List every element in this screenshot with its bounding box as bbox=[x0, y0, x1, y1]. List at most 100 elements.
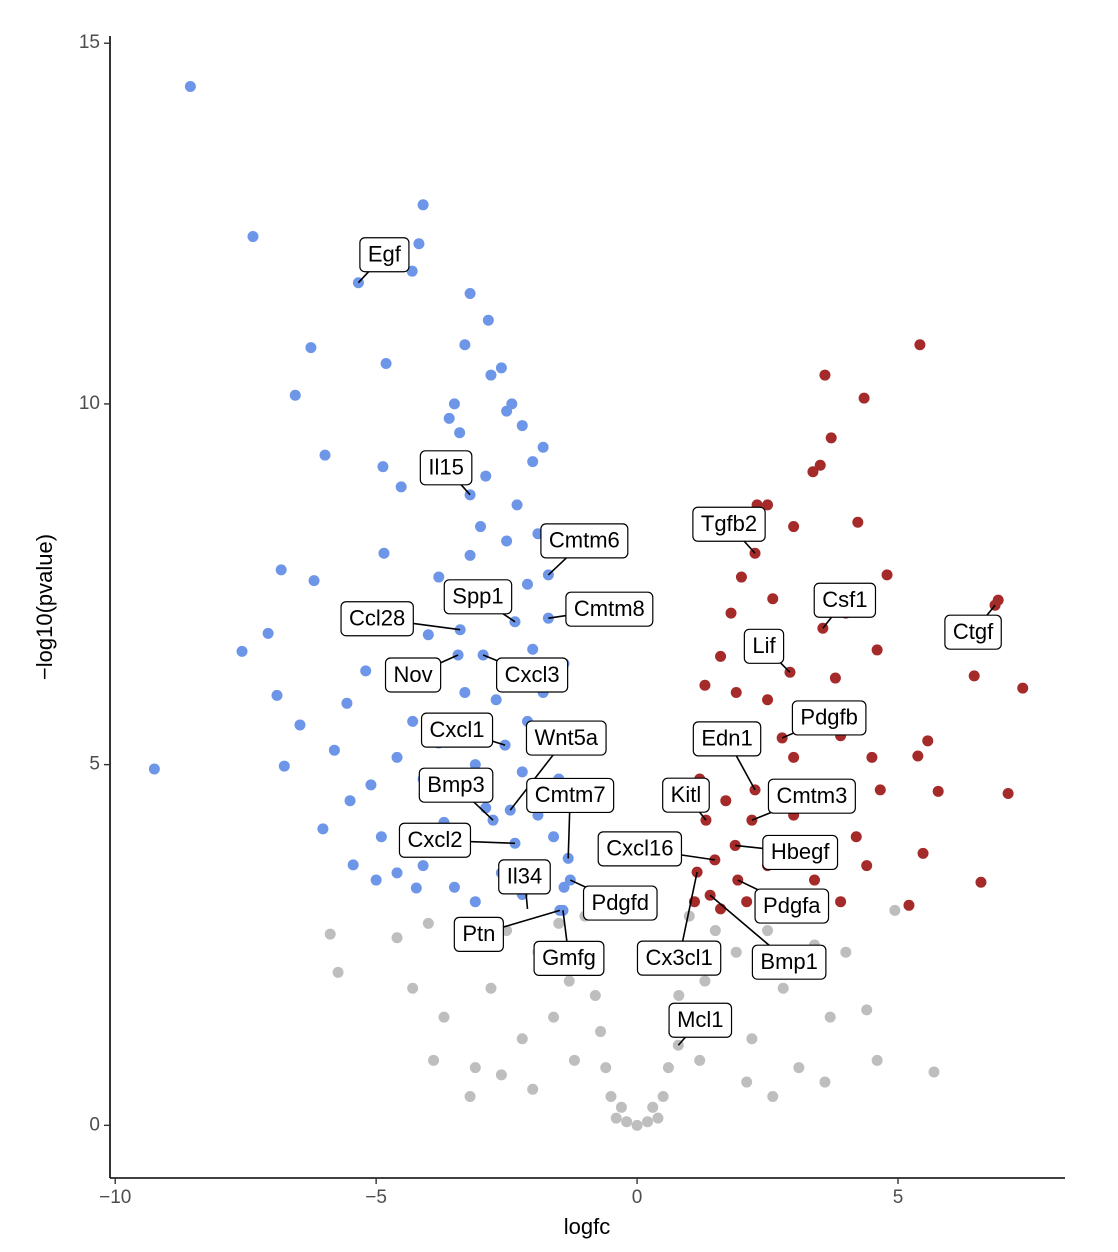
point bbox=[767, 593, 779, 605]
point bbox=[762, 694, 774, 706]
annotation-text: Kitl bbox=[671, 782, 702, 807]
annotation-text: Hbegf bbox=[771, 839, 831, 864]
annotation-box bbox=[418, 767, 494, 803]
annotation-text: Ccl28 bbox=[349, 606, 405, 631]
point bbox=[448, 881, 460, 893]
point bbox=[365, 779, 377, 791]
point bbox=[377, 461, 389, 473]
point bbox=[490, 694, 502, 706]
annotation-label: Pdgfd bbox=[582, 885, 658, 921]
point bbox=[871, 644, 883, 656]
point bbox=[289, 389, 301, 401]
point bbox=[809, 874, 821, 886]
annotation-text: Mcl1 bbox=[677, 1007, 723, 1032]
point bbox=[615, 1101, 627, 1113]
point bbox=[824, 1011, 836, 1023]
point bbox=[871, 1054, 883, 1066]
annotation-label: Cmtm6 bbox=[540, 523, 629, 559]
point bbox=[464, 288, 476, 300]
annotation-text: Spp1 bbox=[452, 584, 503, 609]
point bbox=[370, 874, 382, 886]
annotation-box bbox=[597, 831, 683, 867]
point bbox=[527, 456, 539, 468]
point bbox=[903, 899, 915, 911]
annotation-label: Egf bbox=[359, 237, 410, 273]
annotation-label: Wnt5a bbox=[525, 720, 607, 756]
annotation-label: Nov bbox=[384, 657, 442, 693]
annotation-text: Egf bbox=[368, 242, 402, 267]
point bbox=[464, 1090, 476, 1102]
annotation-box bbox=[751, 944, 827, 980]
point bbox=[829, 672, 841, 684]
annotation-box bbox=[443, 579, 513, 615]
point bbox=[391, 751, 403, 763]
point bbox=[506, 398, 518, 410]
point bbox=[482, 314, 494, 326]
point bbox=[184, 80, 196, 92]
annotation-text: Pdgfd bbox=[592, 890, 650, 915]
point bbox=[968, 670, 980, 682]
annotation-text: Cxcl16 bbox=[606, 836, 673, 861]
point bbox=[881, 569, 893, 581]
point bbox=[699, 975, 711, 987]
point bbox=[308, 575, 320, 587]
point bbox=[600, 1062, 612, 1074]
point bbox=[595, 1026, 607, 1038]
annotation-label: Csf1 bbox=[813, 582, 877, 618]
point bbox=[605, 1090, 617, 1102]
annotation-label: Bmp3 bbox=[418, 767, 494, 803]
point bbox=[413, 238, 425, 250]
point bbox=[610, 1112, 622, 1124]
annotation-text: Pdgfa bbox=[763, 893, 821, 918]
annotation-label: Cmtm7 bbox=[526, 777, 615, 814]
point bbox=[459, 686, 471, 698]
point bbox=[501, 535, 513, 547]
point bbox=[709, 925, 721, 937]
point bbox=[516, 420, 528, 432]
point bbox=[928, 1066, 940, 1078]
annotation-text: Nov bbox=[394, 662, 433, 687]
point bbox=[647, 1101, 659, 1113]
point bbox=[746, 1033, 758, 1045]
annotation-label: Lif bbox=[743, 628, 785, 664]
annotation-label: Spp1 bbox=[443, 579, 513, 615]
annotation-box bbox=[762, 834, 839, 871]
annotation-text: Pdgfb bbox=[800, 705, 858, 730]
point bbox=[341, 697, 353, 709]
point bbox=[861, 1004, 873, 1016]
point bbox=[495, 362, 507, 374]
annotation-box bbox=[526, 777, 615, 814]
point bbox=[475, 521, 487, 533]
point bbox=[407, 982, 419, 994]
annotation-label: Mcl1 bbox=[668, 1002, 733, 1038]
point bbox=[730, 686, 742, 698]
annotation-box bbox=[384, 657, 442, 693]
annotation-box bbox=[813, 582, 877, 618]
point bbox=[527, 1083, 539, 1095]
point bbox=[777, 982, 789, 994]
point bbox=[516, 1033, 528, 1045]
point bbox=[406, 265, 418, 277]
annotation-text: Cxcl1 bbox=[430, 717, 485, 742]
annotation-box bbox=[743, 628, 785, 664]
point bbox=[262, 627, 274, 639]
point bbox=[391, 867, 403, 879]
point bbox=[485, 982, 497, 994]
point bbox=[407, 715, 419, 727]
point bbox=[912, 750, 924, 762]
y-axis-title: −log10(pvalue) bbox=[32, 534, 57, 680]
point bbox=[621, 1116, 633, 1128]
point bbox=[319, 449, 331, 461]
annotation-box bbox=[582, 885, 658, 921]
annotation-text: Csf1 bbox=[822, 587, 867, 612]
point bbox=[850, 831, 862, 843]
point bbox=[725, 607, 737, 619]
annotation-label: Kitl bbox=[662, 777, 710, 813]
point bbox=[866, 751, 878, 763]
annotation-box bbox=[692, 721, 762, 757]
point bbox=[1017, 682, 1029, 694]
annotation-text: Cxcl3 bbox=[505, 662, 560, 687]
annotation-label: Il15 bbox=[419, 450, 473, 486]
point bbox=[735, 571, 747, 583]
